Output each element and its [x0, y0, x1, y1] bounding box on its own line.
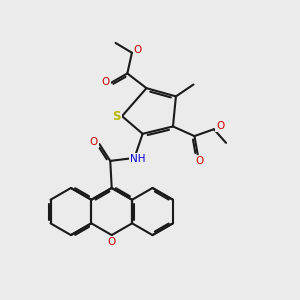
Text: O: O [134, 45, 142, 56]
Text: O: O [108, 238, 116, 248]
Text: O: O [102, 77, 110, 87]
Text: O: O [195, 156, 203, 166]
Text: NH: NH [130, 154, 146, 164]
Text: S: S [112, 110, 121, 123]
Text: O: O [216, 121, 224, 131]
Text: O: O [89, 137, 98, 147]
